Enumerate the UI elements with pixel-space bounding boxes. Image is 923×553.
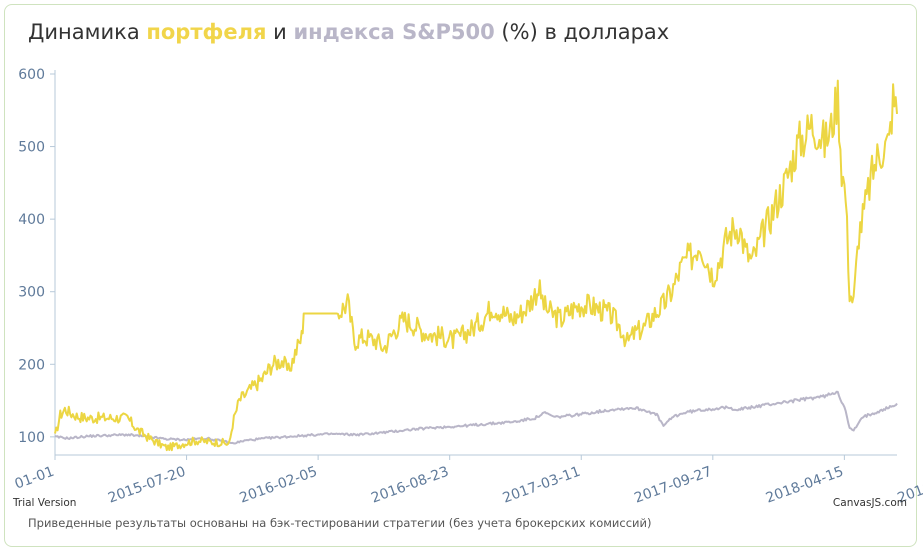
x-tick-label: 2016-08-23 [369,464,451,507]
chart-frame [4,4,917,547]
y-tick-label: 600 [18,67,45,83]
footnote: Приведенные результаты основаны на бэк-т… [28,516,652,530]
portfolio-series-line [54,79,898,452]
sp500-series-line [54,390,898,445]
y-tick-label: 400 [18,212,45,228]
canvasjs-credit-link[interactable]: CanvasJS.com [832,497,907,509]
x-tick-label: 2016-02-05 [238,464,320,507]
title-portfolio-word: портфеля [146,20,267,44]
x-tick-label: 2015-07-20 [106,464,188,507]
title-prefix: Динамика [28,20,147,44]
title-middle: и [266,20,294,44]
trial-version-label: Trial Version [13,497,77,509]
title-index-word: индекса S&P500 [293,20,495,44]
y-tick-label: 200 [18,357,45,373]
y-tick-label: 300 [18,285,45,301]
title-suffix: (%) в долларах [494,20,670,44]
x-tick-label: 01-01 [13,464,57,493]
chart-title: Динамика портфеля и индекса S&P500 (%) в… [28,20,669,44]
x-tick-label: 2017-09-27 [632,464,714,507]
x-tick-label: 2017-03-11 [501,464,583,507]
y-tick-label: 100 [18,430,45,446]
y-tick-label: 500 [18,140,45,156]
